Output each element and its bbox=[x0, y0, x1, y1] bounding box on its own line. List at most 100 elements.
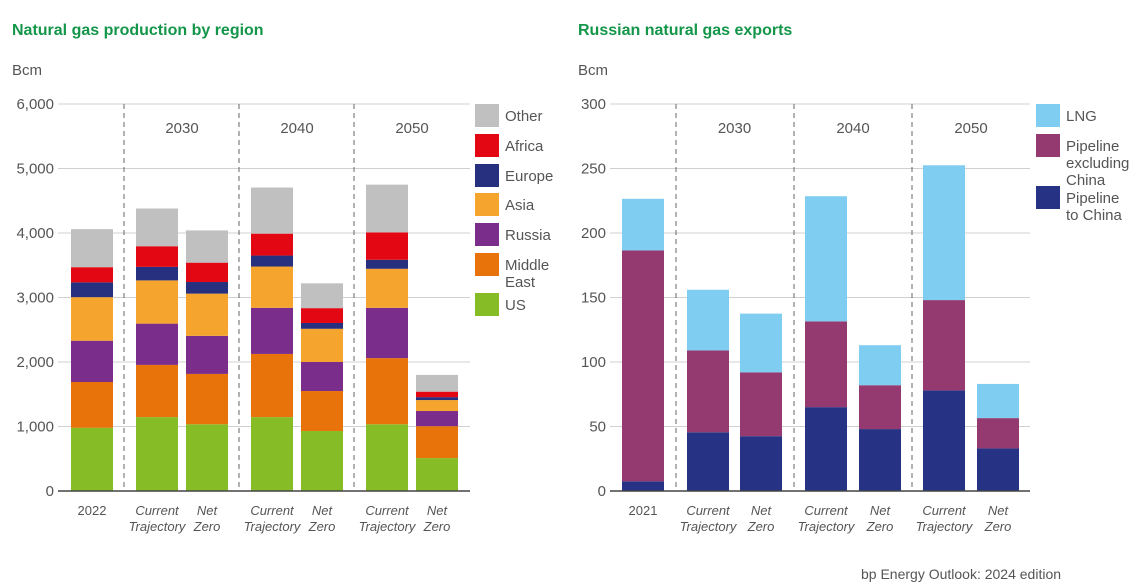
bar-segment-asia bbox=[251, 266, 293, 308]
bar-segment-pipeline-excluding-china bbox=[687, 350, 729, 433]
group-label: 2040 bbox=[280, 120, 313, 137]
legend-label: Pipeline to China bbox=[1066, 190, 1123, 224]
bar-segment-russia bbox=[301, 362, 343, 392]
bar-segment-africa bbox=[301, 308, 343, 323]
bar-segment-pipeline-excluding-china bbox=[859, 385, 901, 430]
legend-swatch bbox=[475, 253, 499, 276]
legend-label: Asia bbox=[505, 197, 535, 214]
bar-segment-europe bbox=[186, 282, 228, 294]
bar-segment-pipeline-to-china bbox=[740, 436, 782, 491]
y-tick-label: 250 bbox=[581, 161, 606, 178]
bar-segment-russia bbox=[251, 307, 293, 354]
bar-segment-asia bbox=[136, 280, 178, 324]
bar-segment-middle-east bbox=[71, 381, 113, 428]
bar-segment-europe bbox=[416, 397, 458, 401]
bar-segment-pipeline-excluding-china bbox=[740, 372, 782, 437]
bar-segment-middle-east bbox=[416, 426, 458, 459]
legend-label: Europe bbox=[505, 168, 553, 185]
x-tick-label: Trajectory bbox=[129, 519, 187, 534]
y-tick-label: 0 bbox=[46, 483, 54, 500]
x-tick-label: Zero bbox=[193, 519, 221, 534]
y-tick-label: 1,000 bbox=[16, 419, 54, 436]
x-tick-label: Current bbox=[135, 503, 180, 518]
legend-swatch bbox=[475, 134, 499, 157]
legend-swatch bbox=[475, 104, 499, 127]
legend-swatch bbox=[1036, 134, 1060, 157]
legend-label: Middle East bbox=[505, 257, 549, 291]
left-y-axis-label: Bcm bbox=[12, 62, 42, 79]
legend-label: LNG bbox=[1066, 108, 1097, 125]
bar-segment-pipeline-to-china bbox=[805, 407, 847, 491]
y-tick-label: 4,000 bbox=[16, 225, 54, 242]
bar-segment-lng bbox=[977, 383, 1019, 419]
legend-swatch bbox=[1036, 186, 1060, 209]
bar-segment-asia bbox=[186, 293, 228, 336]
bar-segment-africa bbox=[251, 233, 293, 256]
bar-segment-africa bbox=[366, 232, 408, 260]
x-tick-label: Net bbox=[870, 503, 892, 518]
y-tick-label: 50 bbox=[589, 419, 606, 436]
bar-segment-lng bbox=[687, 289, 729, 351]
bar-segment-pipeline-to-china bbox=[859, 429, 901, 491]
bar-segment-asia bbox=[71, 297, 113, 341]
bar-segment-europe bbox=[251, 255, 293, 267]
bar-segment-us bbox=[71, 427, 113, 491]
legend-label: Other bbox=[505, 108, 543, 125]
x-tick-label: Trajectory bbox=[798, 519, 856, 534]
bar-segment-other bbox=[251, 187, 293, 234]
y-tick-label: 6,000 bbox=[16, 96, 54, 113]
legend-label: Pipeline excluding China bbox=[1066, 138, 1129, 189]
bar-segment-middle-east bbox=[366, 358, 408, 425]
bar-segment-africa bbox=[186, 262, 228, 283]
bar-segment-pipeline-to-china bbox=[977, 448, 1019, 491]
bar-segment-pipeline-excluding-china bbox=[622, 250, 664, 482]
y-tick-label: 150 bbox=[581, 290, 606, 307]
x-tick-label: Current bbox=[804, 503, 849, 518]
bar-segment-other bbox=[366, 184, 408, 233]
bar-segment-lng bbox=[923, 165, 965, 301]
y-tick-label: 300 bbox=[581, 96, 606, 113]
x-tick-label: Trajectory bbox=[359, 519, 417, 534]
x-tick-label: Trajectory bbox=[244, 519, 302, 534]
bar-segment-us bbox=[186, 424, 228, 491]
bar-segment-africa bbox=[416, 391, 458, 398]
x-tick-label: Zero bbox=[423, 519, 451, 534]
bar-segment-africa bbox=[136, 246, 178, 267]
group-label: 2030 bbox=[718, 120, 751, 137]
bar-segment-other bbox=[71, 229, 113, 268]
x-tick-label: Current bbox=[250, 503, 295, 518]
y-tick-label: 3,000 bbox=[16, 290, 54, 307]
x-tick-label: Net bbox=[751, 503, 773, 518]
x-tick-label: Net bbox=[197, 503, 219, 518]
bar-segment-europe bbox=[71, 282, 113, 298]
bar-segment-pipeline-excluding-china bbox=[923, 300, 965, 391]
bar-segment-pipeline-excluding-china bbox=[977, 418, 1019, 449]
bar-segment-pipeline-to-china bbox=[622, 481, 664, 491]
legend-swatch bbox=[475, 164, 499, 187]
legend-label: US bbox=[505, 297, 526, 314]
legend-swatch bbox=[475, 223, 499, 246]
y-tick-label: 5,000 bbox=[16, 161, 54, 178]
bar-segment-lng bbox=[740, 313, 782, 373]
bar-segment-russia bbox=[71, 340, 113, 382]
y-tick-label: 200 bbox=[581, 225, 606, 242]
group-label: 2030 bbox=[165, 120, 198, 137]
y-tick-label: 0 bbox=[598, 483, 606, 500]
legend-label: Africa bbox=[505, 138, 544, 155]
bar-segment-us bbox=[366, 424, 408, 491]
source-note: bp Energy Outlook: 2024 edition bbox=[861, 566, 1062, 582]
x-tick-label: Zero bbox=[866, 519, 894, 534]
bar-segment-europe bbox=[136, 266, 178, 281]
legend-swatch bbox=[1036, 104, 1060, 127]
bar-segment-lng bbox=[805, 196, 847, 322]
right-chart-title: Russian natural gas exports bbox=[578, 22, 793, 39]
x-tick-label: Current bbox=[686, 503, 731, 518]
bar-segment-lng bbox=[622, 198, 664, 251]
bar-segment-other bbox=[301, 283, 343, 309]
bar-segment-us bbox=[251, 417, 293, 491]
bar-segment-other bbox=[136, 208, 178, 247]
x-tick-label: Zero bbox=[308, 519, 336, 534]
legend-swatch bbox=[475, 293, 499, 316]
bar-segment-pipeline-to-china bbox=[687, 432, 729, 491]
x-tick-label: Trajectory bbox=[680, 519, 738, 534]
